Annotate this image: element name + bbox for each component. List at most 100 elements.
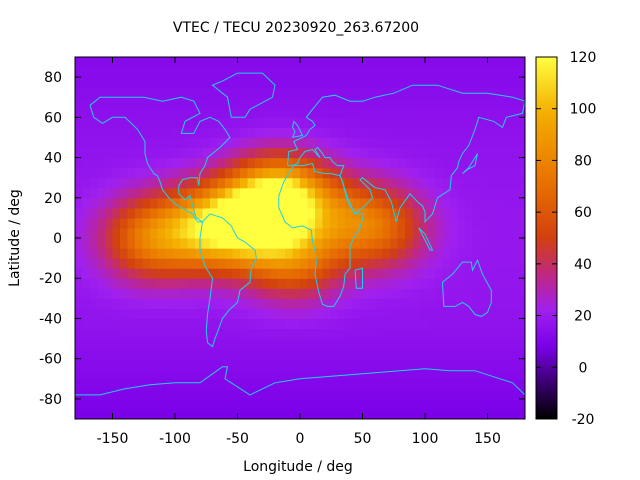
heatmap-cell bbox=[465, 87, 474, 98]
heatmap-cell bbox=[397, 248, 406, 259]
heatmap-cell bbox=[307, 67, 316, 78]
heatmap-cell bbox=[285, 177, 294, 189]
heatmap-cell bbox=[120, 67, 129, 78]
heatmap-cell bbox=[82, 268, 91, 279]
heatmap-cell bbox=[97, 378, 106, 390]
heatmap-cell bbox=[435, 77, 444, 88]
heatmap-cell bbox=[510, 398, 519, 410]
heatmap-cell bbox=[322, 57, 331, 68]
heatmap-cell bbox=[172, 167, 181, 179]
heatmap-cell bbox=[352, 197, 361, 209]
heatmap-cell bbox=[82, 137, 91, 149]
heatmap-cell bbox=[120, 378, 129, 390]
heatmap-cell bbox=[442, 328, 451, 340]
heatmap-cell bbox=[195, 97, 204, 108]
heatmap-cell bbox=[112, 238, 121, 249]
heatmap-cell bbox=[315, 67, 324, 78]
heatmap-cell bbox=[495, 358, 504, 370]
heatmap-cell bbox=[502, 187, 511, 199]
heatmap-cell bbox=[285, 107, 294, 118]
coastline-antarctica bbox=[75, 366, 525, 396]
heatmap-cell bbox=[472, 388, 481, 400]
heatmap-cell bbox=[495, 67, 504, 78]
heatmap-cell bbox=[150, 338, 159, 350]
heatmap-cell bbox=[472, 127, 481, 139]
heatmap-cell bbox=[367, 177, 376, 189]
heatmap-cell bbox=[502, 268, 511, 279]
heatmap-cell bbox=[270, 348, 279, 360]
heatmap-cell bbox=[187, 67, 196, 78]
heatmap-cell bbox=[427, 167, 436, 179]
heatmap-cell bbox=[375, 137, 384, 149]
heatmap-cell bbox=[510, 177, 519, 189]
heatmap-cell bbox=[187, 127, 196, 139]
heatmap-cell bbox=[397, 87, 406, 98]
heatmap-cell bbox=[300, 348, 309, 360]
heatmap-cell bbox=[75, 288, 84, 299]
heatmap-cell bbox=[345, 77, 354, 88]
heatmap-cell bbox=[375, 57, 384, 68]
heatmap-cell bbox=[135, 388, 144, 400]
heatmap-cell bbox=[142, 388, 151, 400]
heatmap-cell bbox=[420, 197, 429, 209]
heatmap-cell bbox=[142, 378, 151, 390]
heatmap-cell bbox=[487, 197, 496, 209]
heatmap-cell bbox=[487, 97, 496, 108]
heatmap-cell bbox=[375, 398, 384, 410]
heatmap-cell bbox=[277, 328, 286, 340]
heatmap-cell bbox=[367, 408, 376, 419]
heatmap-cell bbox=[307, 197, 316, 209]
coastline-japan bbox=[462, 153, 478, 174]
heatmap-cell bbox=[232, 127, 241, 139]
heatmap-cell bbox=[262, 67, 271, 78]
heatmap-cell bbox=[217, 278, 226, 289]
heatmap-cell bbox=[277, 227, 286, 239]
heatmap-cell bbox=[262, 177, 271, 189]
heatmap-cell bbox=[262, 187, 271, 199]
heatmap-cell bbox=[465, 107, 474, 118]
heatmap-cell bbox=[487, 368, 496, 380]
heatmap-cell bbox=[517, 328, 525, 340]
heatmap-cell bbox=[285, 358, 294, 370]
heatmap-cell bbox=[420, 137, 429, 149]
heatmap-cell bbox=[427, 207, 436, 219]
heatmap-cell bbox=[382, 227, 391, 239]
heatmap-cell bbox=[487, 207, 496, 219]
heatmap-cell bbox=[360, 258, 369, 269]
heatmap-cell bbox=[180, 358, 189, 370]
heatmap-cell bbox=[495, 308, 504, 320]
heatmap-cell bbox=[150, 147, 159, 159]
heatmap-cell bbox=[270, 177, 279, 189]
heatmap-cell bbox=[270, 318, 279, 330]
heatmap-cell bbox=[495, 217, 504, 229]
heatmap-cell bbox=[510, 87, 519, 98]
heatmap-cell bbox=[75, 308, 84, 320]
heatmap-cell bbox=[322, 67, 331, 78]
heatmap-cell bbox=[427, 197, 436, 209]
heatmap-cell bbox=[202, 117, 211, 128]
heatmap-cell bbox=[405, 57, 414, 68]
heatmap-cell bbox=[225, 288, 234, 299]
heatmap-cell bbox=[472, 97, 481, 108]
heatmap-cell bbox=[450, 398, 459, 410]
heatmap-cell bbox=[150, 127, 159, 139]
heatmap-cell bbox=[330, 338, 339, 350]
heatmap-cell bbox=[345, 117, 354, 128]
heatmap-cell bbox=[465, 308, 474, 320]
heatmap-cell bbox=[382, 127, 391, 139]
heatmap-cell bbox=[262, 57, 271, 68]
heatmap-cell bbox=[232, 368, 241, 380]
heatmap-cell bbox=[135, 338, 144, 350]
heatmap-cell bbox=[127, 87, 136, 98]
heatmap-cell bbox=[202, 167, 211, 179]
heatmap-cell bbox=[277, 157, 286, 169]
heatmap-cell bbox=[420, 278, 429, 289]
heatmap-cell bbox=[240, 398, 249, 410]
heatmap-cell bbox=[225, 87, 234, 98]
heatmap-cell bbox=[120, 298, 129, 309]
heatmap-cell bbox=[135, 227, 144, 239]
heatmap-cell bbox=[135, 378, 144, 390]
heatmap-cell bbox=[127, 328, 136, 340]
heatmap-cell bbox=[457, 177, 466, 189]
heatmap-cell bbox=[397, 328, 406, 340]
